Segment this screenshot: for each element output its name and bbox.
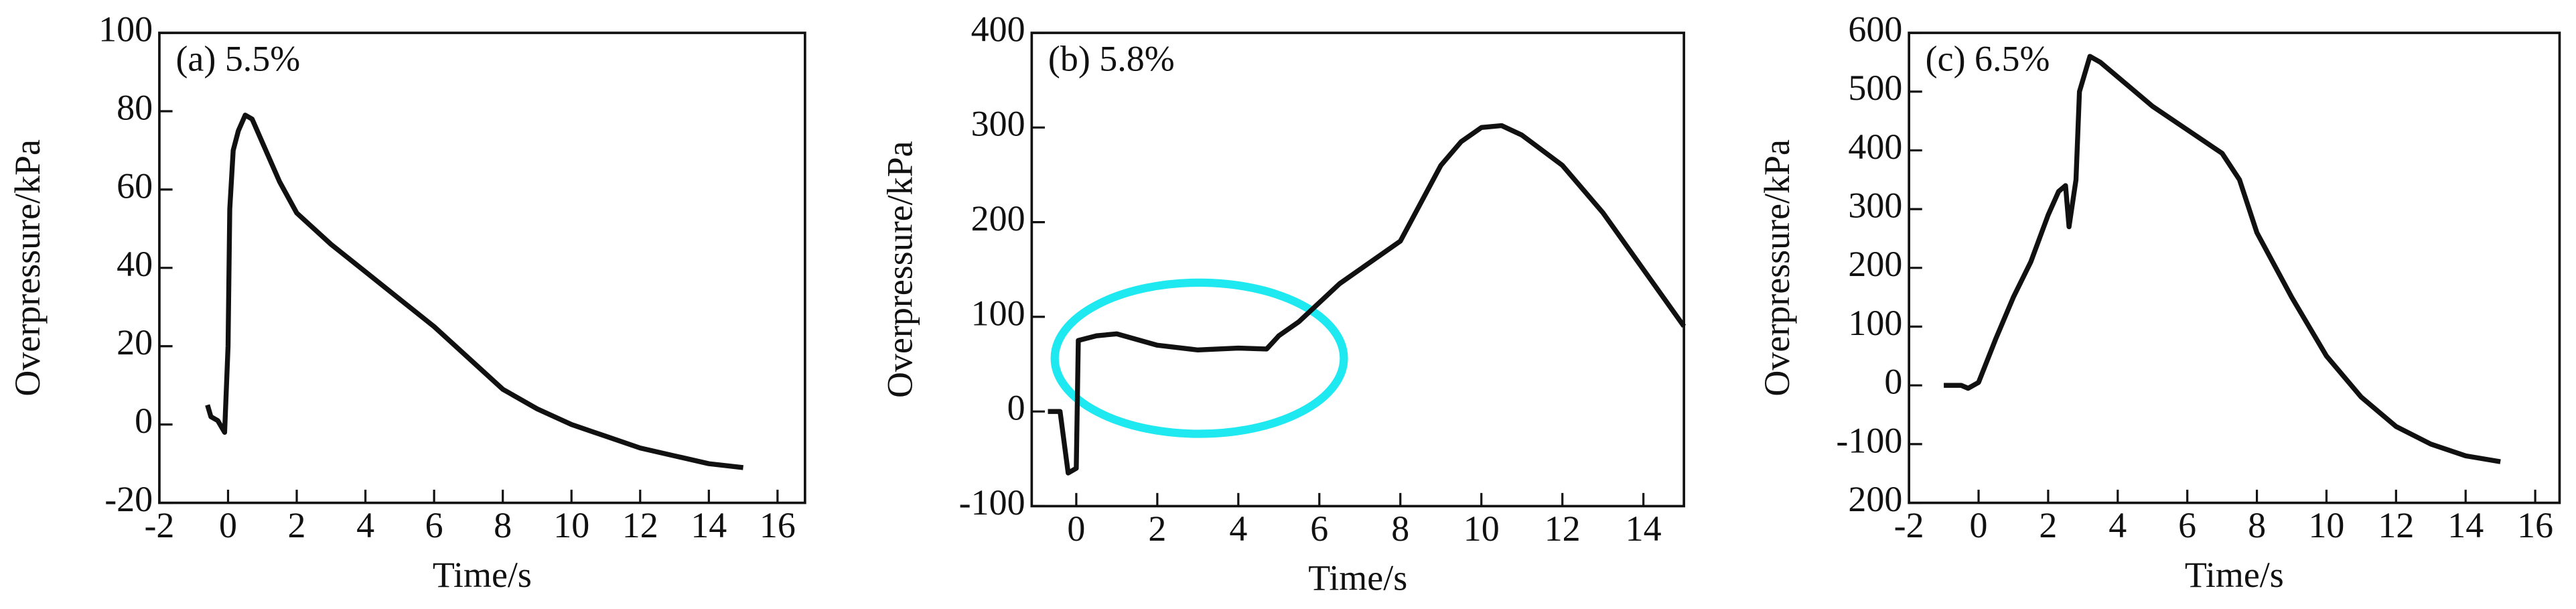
x-tick-label: -2	[1894, 505, 1924, 545]
y-tick-label: 300	[1848, 186, 1902, 226]
y-tick-label: -100	[1836, 420, 1902, 460]
data-line	[1048, 123, 1687, 476]
y-tick-label: 400	[1848, 127, 1902, 167]
y-tick-label: 100	[971, 293, 1025, 333]
y-tick-label: 20	[117, 322, 153, 362]
highlight-ellipse	[1050, 278, 1348, 438]
data-line	[1944, 54, 2501, 464]
y-tick-label: 40	[117, 244, 153, 284]
plot-frame	[158, 31, 806, 504]
x-tick-label: 16	[2517, 505, 2553, 545]
x-tick-label: 2	[1148, 509, 1166, 549]
x-tick-label: 16	[760, 505, 796, 545]
data-line	[205, 113, 744, 470]
y-tick-label: 100	[98, 9, 153, 49]
y-tick-label: 200	[971, 198, 1025, 239]
x-tick-label: 0	[1067, 509, 1085, 549]
x-tick-label: 10	[2308, 505, 2344, 545]
x-tick-label: 10	[1463, 509, 1500, 549]
x-tick-label: 4	[1229, 509, 1247, 549]
x-tick-label: 8	[2248, 505, 2266, 545]
x-tick-label: 12	[1545, 509, 1581, 549]
x-axis-label: Time/s	[1308, 558, 1407, 598]
x-tick-label: 8	[494, 505, 512, 545]
y-tick-label: 600	[1848, 9, 1902, 49]
plot-frame	[1030, 31, 1685, 508]
y-tick-label: 200	[1848, 479, 1902, 519]
x-tick-label: 6	[2178, 505, 2196, 545]
x-tick-label: 0	[219, 505, 237, 545]
plot-frame	[1908, 31, 2561, 504]
x-tick-label: 14	[1626, 509, 1662, 549]
y-tick-label: 500	[1848, 68, 1902, 108]
y-tick-label: 200	[1848, 244, 1902, 284]
y-tick-label: 0	[135, 401, 153, 441]
y-tick-label: -100	[959, 482, 1025, 523]
y-tick-label: 0	[1884, 362, 1902, 402]
panel-annotation: (a) 5.5%	[175, 39, 300, 79]
x-tick-label: 14	[2447, 505, 2484, 545]
y-tick-label: 400	[971, 9, 1025, 49]
y-tick-label: 0	[1007, 388, 1025, 428]
x-tick-label: 2	[288, 505, 306, 545]
y-axis-label: Overpressure/kPa	[7, 139, 48, 397]
y-tick-label: 60	[117, 165, 153, 206]
x-axis-label: Time/s	[2185, 555, 2284, 595]
x-tick-label: 10	[553, 505, 589, 545]
y-tick-label: 300	[971, 104, 1025, 144]
x-tick-label: 2	[2039, 505, 2057, 545]
x-tick-label: 4	[2108, 505, 2127, 545]
x-tick-label: 4	[356, 505, 374, 545]
x-tick-label: 6	[425, 505, 443, 545]
x-tick-label: -2	[144, 505, 174, 545]
panel-annotation: (b) 5.8%	[1048, 39, 1175, 79]
x-tick-label: 12	[2378, 505, 2414, 545]
y-axis-label: Overpressure/kPa	[879, 141, 920, 398]
x-axis-label: Time/s	[433, 555, 532, 595]
x-tick-label: 8	[1391, 509, 1409, 549]
y-tick-label: -20	[104, 479, 153, 519]
y-tick-label: 80	[117, 87, 153, 127]
y-axis-label: Overpressure/kPa	[1757, 139, 1797, 397]
x-tick-label: 14	[691, 505, 727, 545]
panel-annotation: (c) 6.5%	[1926, 39, 2050, 79]
x-tick-label: 6	[1310, 509, 1328, 549]
x-tick-label: 12	[622, 505, 658, 545]
x-tick-label: 0	[1970, 505, 1988, 545]
y-tick-label: 100	[1848, 303, 1902, 343]
